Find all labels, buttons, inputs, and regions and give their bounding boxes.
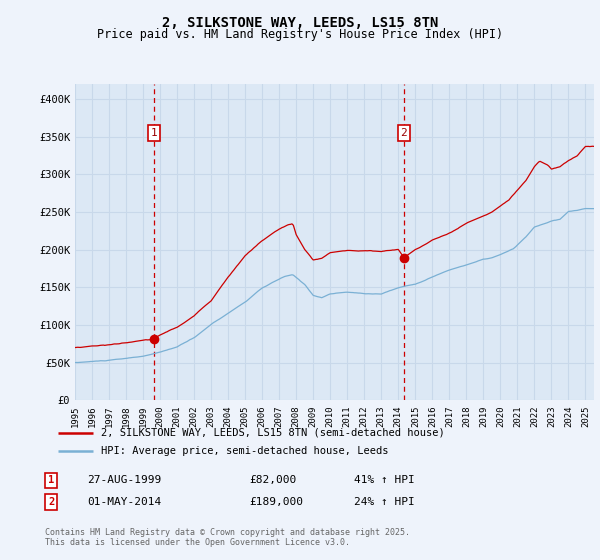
Text: Price paid vs. HM Land Registry's House Price Index (HPI): Price paid vs. HM Land Registry's House … <box>97 28 503 41</box>
Text: HPI: Average price, semi-detached house, Leeds: HPI: Average price, semi-detached house,… <box>101 446 389 456</box>
Text: 1: 1 <box>151 128 158 138</box>
Text: 27-AUG-1999: 27-AUG-1999 <box>87 475 161 486</box>
Text: 1: 1 <box>48 475 54 486</box>
Text: £82,000: £82,000 <box>249 475 296 486</box>
Text: 2: 2 <box>48 497 54 507</box>
Text: 41% ↑ HPI: 41% ↑ HPI <box>354 475 415 486</box>
Text: 2, SILKSTONE WAY, LEEDS, LS15 8TN: 2, SILKSTONE WAY, LEEDS, LS15 8TN <box>162 16 438 30</box>
Text: Contains HM Land Registry data © Crown copyright and database right 2025.
This d: Contains HM Land Registry data © Crown c… <box>45 528 410 548</box>
Text: £189,000: £189,000 <box>249 497 303 507</box>
Text: 24% ↑ HPI: 24% ↑ HPI <box>354 497 415 507</box>
Text: 2, SILKSTONE WAY, LEEDS, LS15 8TN (semi-detached house): 2, SILKSTONE WAY, LEEDS, LS15 8TN (semi-… <box>101 428 445 437</box>
Text: 2: 2 <box>401 128 407 138</box>
Text: 01-MAY-2014: 01-MAY-2014 <box>87 497 161 507</box>
